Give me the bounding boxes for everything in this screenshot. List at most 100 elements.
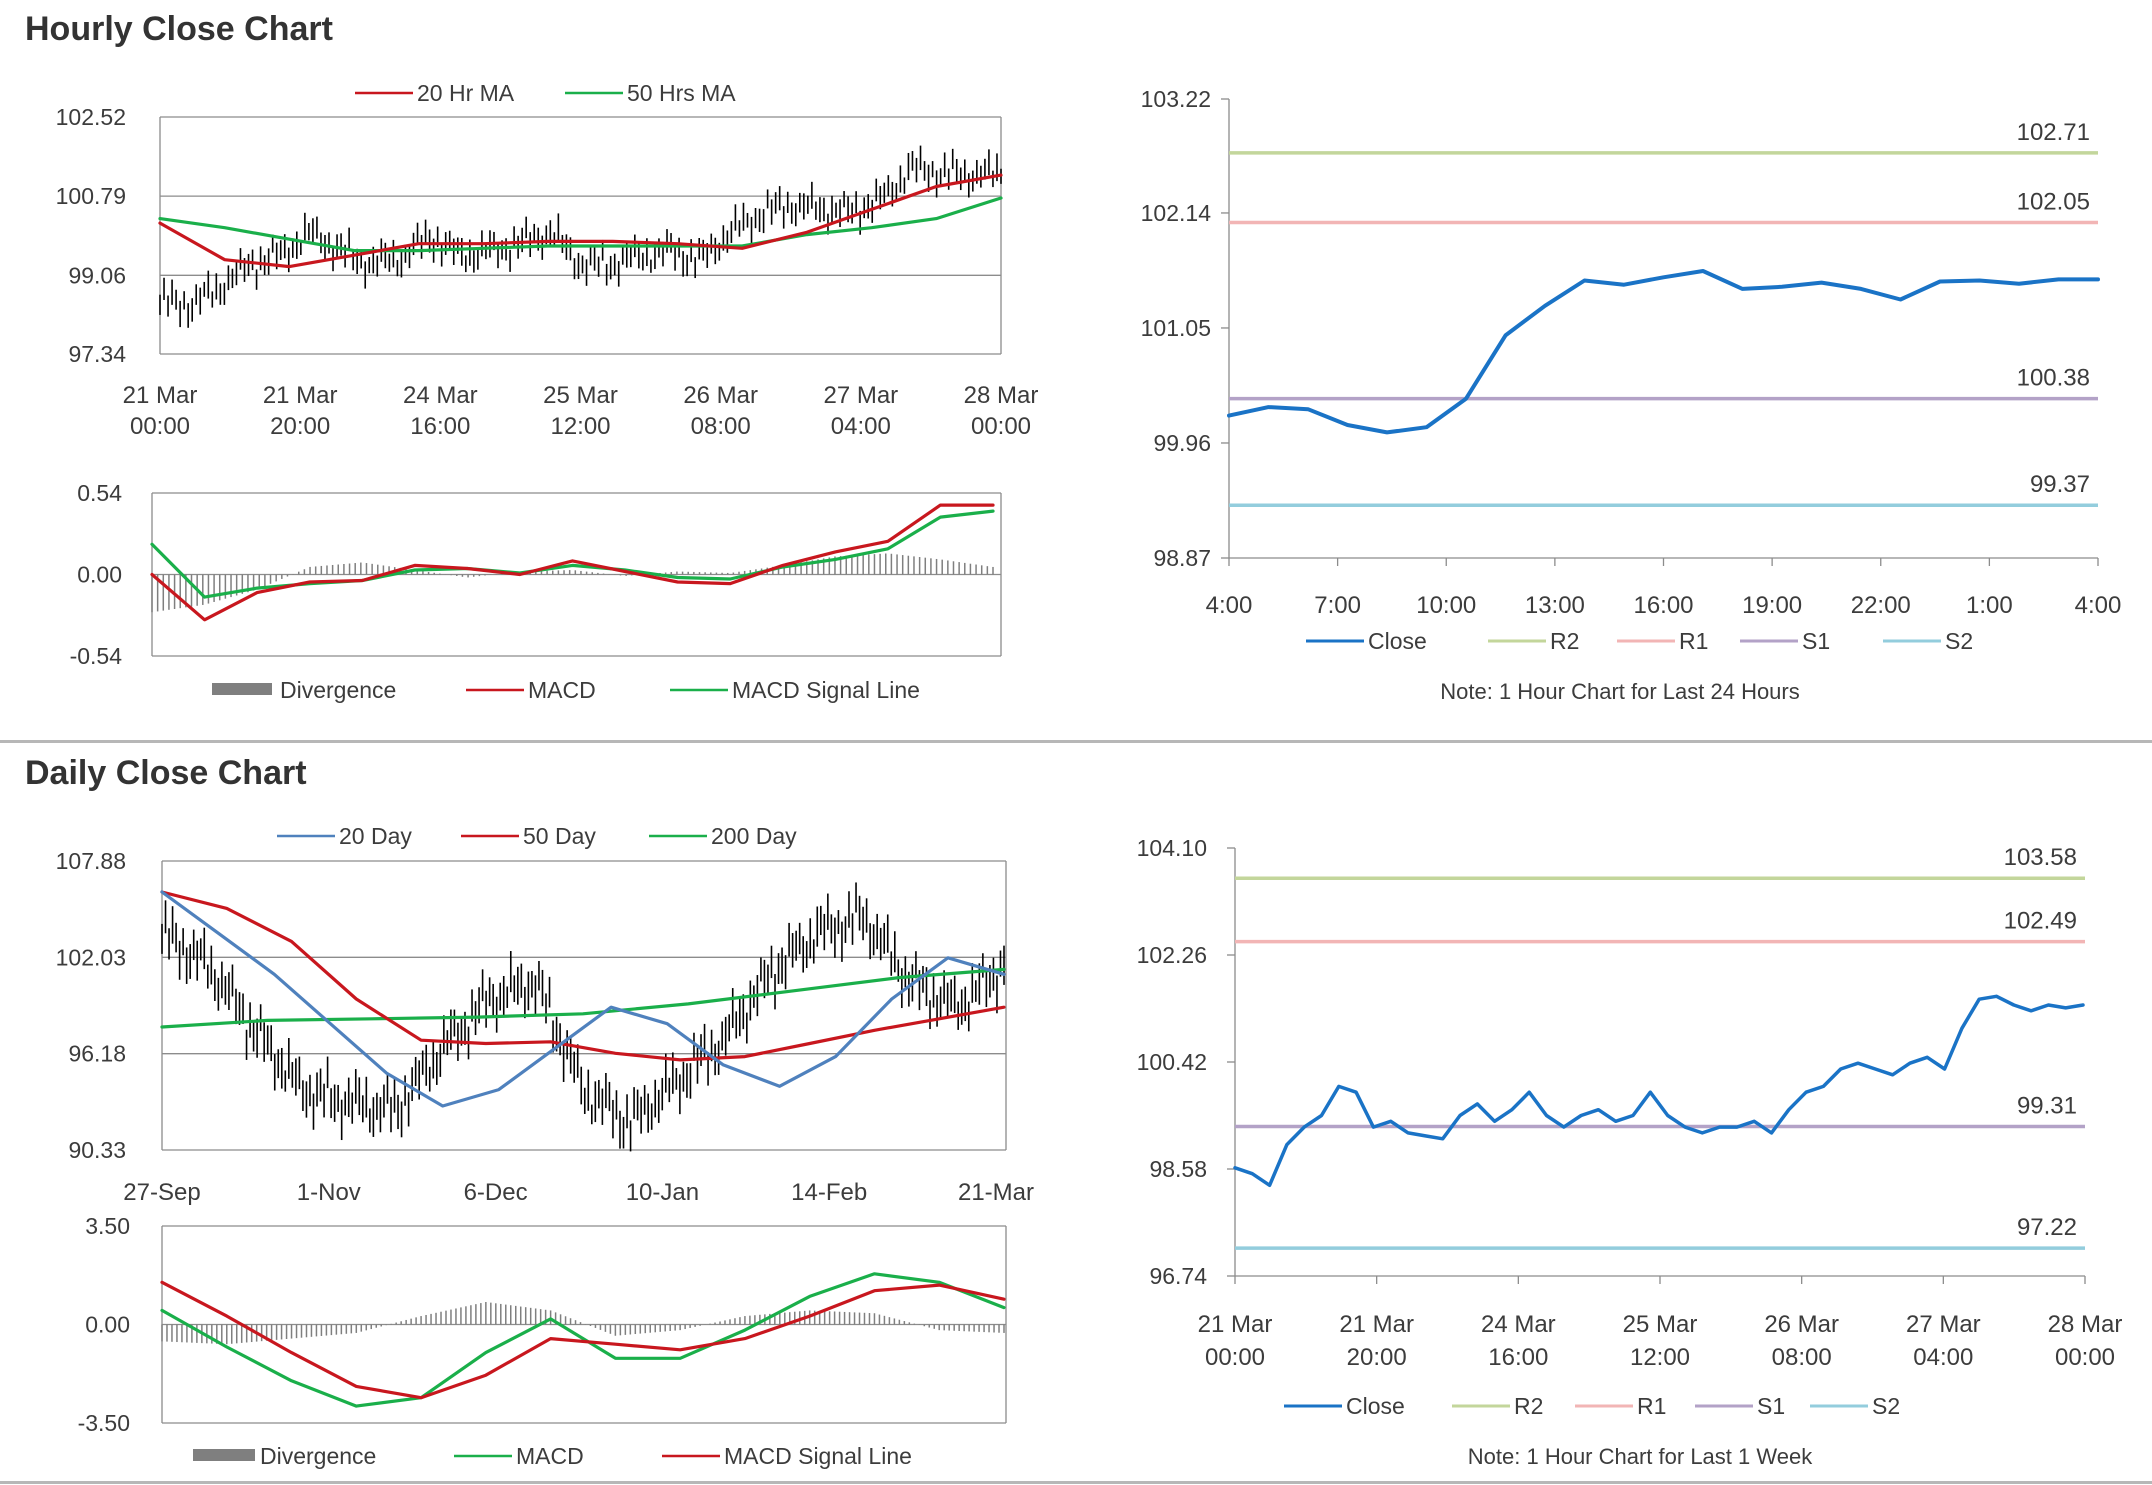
daily-close-x-tick-time: 00:00 <box>2055 1344 2115 1371</box>
legend-daily-r2-label: R2 <box>1514 1393 1543 1419</box>
hourly-close-note: Note: 1 Hour Chart for Last 24 Hours <box>1440 679 1800 704</box>
daily-close-y-tick: 96.74 <box>1149 1263 1207 1289</box>
hourly-price-y-tick: 99.06 <box>68 262 126 288</box>
hourly-price-x-tick-date: 27 Mar <box>823 382 898 409</box>
hourly-close-y-tick: 98.87 <box>1153 545 1211 571</box>
hourly-close-y-tick: 99.96 <box>1153 430 1211 456</box>
legend-20hr-ma-label: 20 Hr MA <box>417 80 515 106</box>
daily-close-x-tick-date: 21 Mar <box>1198 1311 1273 1338</box>
hourly-price-y-tick: 97.34 <box>68 341 126 367</box>
hourly-price-x-tick-time: 00:00 <box>971 413 1031 440</box>
daily-close-x-tick-time: 20:00 <box>1347 1344 1407 1371</box>
daily-close-x-tick-date: 26 Mar <box>1764 1311 1839 1338</box>
hourly-price-x-tick-time: 08:00 <box>691 413 751 440</box>
hourly-close-line <box>1227 269 2100 435</box>
daily-close-y-tick: 104.10 <box>1137 835 1207 861</box>
daily-close-x-tick-date: 21 Mar <box>1339 1311 1414 1338</box>
daily-price-y-tick: 102.03 <box>56 944 126 970</box>
daily-price-x-tick: 27-Sep <box>123 1179 200 1206</box>
legend-daily-s2-label: S2 <box>1872 1393 1900 1419</box>
daily-section-title: Daily Close Chart <box>25 754 307 792</box>
legend-daily-divergence-swatch <box>193 1449 255 1461</box>
daily-close-x-tick-date: 24 Mar <box>1481 1311 1556 1338</box>
hourly-price-x-tick-date: 21 Mar <box>263 382 338 409</box>
legend-daily-macd-label: MACD <box>516 1443 584 1469</box>
daily-price-x-tick: 14-Feb <box>791 1179 867 1206</box>
daily-price-x-tick: 10-Jan <box>626 1179 699 1206</box>
legend-hourly-r1-label: R1 <box>1679 628 1708 654</box>
legend-50hrs-ma-label: 50 Hrs MA <box>627 80 736 106</box>
hourly-section-title: Hourly Close Chart <box>25 10 333 48</box>
daily-close-x-tick-time: 16:00 <box>1488 1344 1548 1371</box>
hourly-price-x-tick-time: 00:00 <box>130 413 190 440</box>
hourly-price-x-tick-time: 16:00 <box>410 413 470 440</box>
hourly-close-y-tick: 102.14 <box>1141 200 1212 226</box>
hourly-macd-y-tick: -0.54 <box>70 643 123 669</box>
hourly-price-x-tick-date: 26 Mar <box>683 382 758 409</box>
hourly-price-x-tick-date: 24 Mar <box>403 382 478 409</box>
legend-hourly-s2-label: S2 <box>1945 628 1973 654</box>
daily-close-x-tick-date: 25 Mar <box>1623 1311 1698 1338</box>
hourly-price-x-tick-date: 25 Mar <box>543 382 618 409</box>
hourly-50hr-ma-line <box>158 196 1003 253</box>
legend-daily-close-label: Close <box>1346 1393 1405 1419</box>
hourly-close-s2-label: 99.37 <box>2030 471 2090 498</box>
hourly-price-x-tick-time: 20:00 <box>270 413 330 440</box>
daily-macd-line <box>160 1272 1006 1408</box>
legend-20-day-label: 20 Day <box>339 823 412 849</box>
hourly-macd-line <box>150 503 995 622</box>
hourly-macd-signal-line <box>150 509 995 599</box>
daily-close-y-tick: 102.26 <box>1137 942 1207 968</box>
daily-close-s1-label: 99.31 <box>2017 1093 2077 1120</box>
daily-50-day-line <box>160 890 1006 1062</box>
daily-close-y-tick: 100.42 <box>1137 1049 1207 1075</box>
legend-hourly-close-label: Close <box>1368 628 1427 654</box>
daily-close-x-tick-date: 27 Mar <box>1906 1311 1981 1338</box>
hourly-close-x-tick: 16:00 <box>1633 592 1693 619</box>
daily-price-x-tick: 6-Dec <box>464 1179 528 1206</box>
legend-daily-macd-signal-label: MACD Signal Line <box>724 1443 912 1469</box>
daily-close-y-tick: 98.58 <box>1149 1156 1207 1182</box>
hourly-close-y-tick: 103.22 <box>1141 86 1211 112</box>
hourly-close-y-tick: 101.05 <box>1141 315 1211 341</box>
legend-divergence-label: Divergence <box>280 677 396 703</box>
daily-close-x-tick-date: 28 Mar <box>2048 1311 2123 1338</box>
daily-price-x-tick: 1-Nov <box>297 1179 361 1206</box>
hourly-close-x-tick: 1:00 <box>1966 592 2013 619</box>
hourly-20hr-ma-line <box>158 173 1003 269</box>
legend-daily-divergence-label: Divergence <box>260 1443 376 1469</box>
daily-close-line <box>1233 994 2085 1188</box>
hourly-close-x-tick: 22:00 <box>1851 592 1911 619</box>
hourly-price-x-tick-date: 28 Mar <box>964 382 1039 409</box>
daily-price-x-tick: 21-Mar <box>958 1179 1034 1206</box>
legend-divergence-swatch <box>212 683 272 695</box>
hourly-close-s1-label: 100.38 <box>2017 365 2090 392</box>
legend-macd-label: MACD <box>528 677 596 703</box>
legend-daily-s1-label: S1 <box>1757 1393 1785 1419</box>
daily-close-r2-label: 103.58 <box>2004 844 2077 871</box>
daily-macd-signal-line <box>160 1280 1006 1400</box>
legend-50-day-label: 50 Day <box>523 823 596 849</box>
hourly-close-x-tick: 7:00 <box>1314 592 1361 619</box>
hourly-price-x-tick-time: 12:00 <box>550 413 610 440</box>
daily-close-x-tick-time: 04:00 <box>1913 1344 1973 1371</box>
daily-price-y-tick: 107.88 <box>56 848 126 874</box>
daily-macd-y-tick: -3.50 <box>78 1410 130 1436</box>
hourly-price-x-tick-date: 21 Mar <box>123 382 198 409</box>
legend-daily-r1-label: R1 <box>1637 1393 1666 1419</box>
daily-macd-y-tick: 3.50 <box>85 1213 130 1239</box>
hourly-close-r1-label: 102.05 <box>2017 188 2090 215</box>
daily-close-r1-label: 102.49 <box>2004 908 2077 935</box>
daily-close-s2-label: 97.22 <box>2017 1214 2077 1241</box>
hourly-close-x-tick: 4:00 <box>1206 592 1253 619</box>
daily-close-x-tick-time: 00:00 <box>1205 1344 1265 1371</box>
legend-macd-signal-label: MACD Signal Line <box>732 677 920 703</box>
legend-hourly-r2-label: R2 <box>1550 628 1579 654</box>
hourly-price-y-tick: 102.52 <box>56 104 126 130</box>
daily-200-day-line <box>160 967 1006 1029</box>
hourly-close-r2-label: 102.71 <box>2017 119 2090 146</box>
legend-200-day-label: 200 Day <box>711 823 797 849</box>
hourly-close-x-tick: 13:00 <box>1525 592 1585 619</box>
hourly-close-x-tick: 10:00 <box>1416 592 1476 619</box>
section-divider <box>0 740 2152 743</box>
